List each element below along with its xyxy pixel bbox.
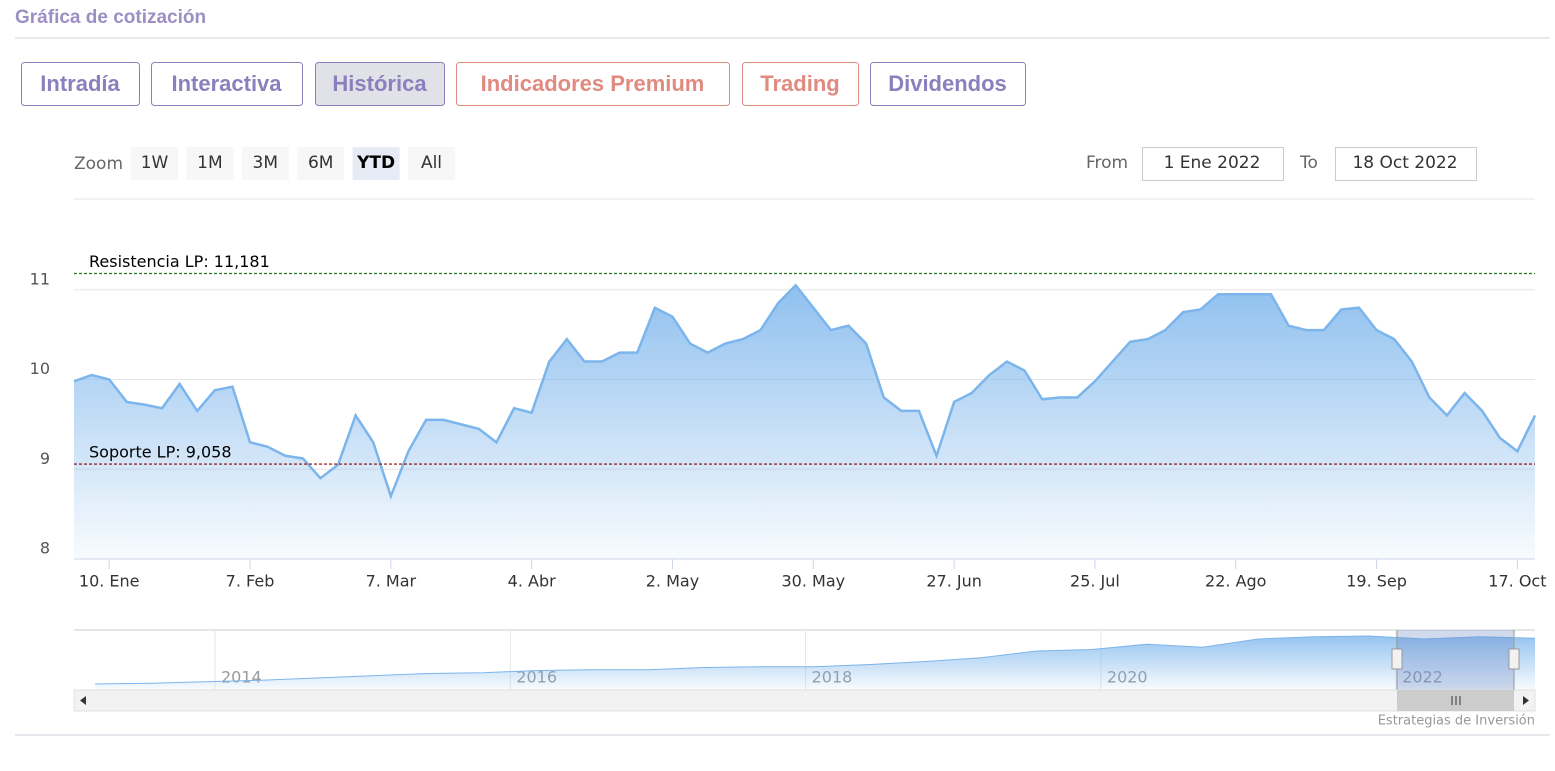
to-label: To xyxy=(1299,153,1318,173)
zoom-button-label: 6M xyxy=(308,153,333,173)
zoom-button-label: YTD xyxy=(356,153,395,173)
x-tick-label: 30. May xyxy=(781,572,845,591)
zoom-label: Zoom xyxy=(74,154,123,174)
area xyxy=(74,285,1535,559)
y-tick-label: 10 xyxy=(30,359,50,378)
zoom-button[interactable] xyxy=(408,147,455,180)
zoom-button-label: 1W xyxy=(141,153,169,173)
scrollbar-arrow[interactable] xyxy=(80,696,86,705)
credits: Estrategias de Inversión xyxy=(1378,714,1535,729)
date-input[interactable] xyxy=(1335,147,1477,181)
tab-button[interactable] xyxy=(870,62,1026,106)
x-tick-label: 2. May xyxy=(646,572,699,591)
zoom-button[interactable] xyxy=(131,147,178,180)
zoom-button[interactable] xyxy=(352,147,400,180)
tab-label: Intradía xyxy=(40,71,120,96)
tab-button[interactable] xyxy=(21,62,140,106)
x-tick-label: 7. Feb xyxy=(226,572,275,591)
x-tick-label: 25. Jul xyxy=(1070,572,1120,591)
y-tick-label: 11 xyxy=(30,269,50,288)
x-tick-label: 7. Mar xyxy=(366,572,417,591)
x-tick-label: 17. Oct xyxy=(1488,572,1546,591)
navigator-selection xyxy=(1397,630,1514,690)
zoom-button[interactable] xyxy=(186,147,234,180)
navigator-handle[interactable] xyxy=(1508,648,1520,670)
date-input-value: 18 Oct 2022 xyxy=(1352,153,1457,173)
tab-label: Histórica xyxy=(332,71,427,96)
zoom-button[interactable] xyxy=(297,147,345,180)
plot-line-label: Resistencia LP: 11,181 xyxy=(89,252,270,271)
zoom-button-label: All xyxy=(421,153,442,173)
x-tick-label: 19. Sep xyxy=(1346,572,1407,591)
x-tick-label: 27. Jun xyxy=(926,572,982,591)
zoom-button-label: 3M xyxy=(253,153,278,173)
zoom-button-label: 1M xyxy=(197,153,222,173)
scrollbar-grip xyxy=(1451,696,1461,705)
tab-button[interactable] xyxy=(315,62,445,106)
tab-button[interactable] xyxy=(456,62,730,106)
navigator-handle[interactable] xyxy=(1391,648,1403,670)
tab-label: Indicadores Premium xyxy=(481,71,705,96)
tab-label: Interactiva xyxy=(171,71,282,96)
date-input[interactable] xyxy=(1142,147,1284,181)
scrollbar-arrow[interactable] xyxy=(1523,696,1529,705)
tab-label: Dividendos xyxy=(888,71,1007,96)
plot-line-label: Soporte LP: 9,058 xyxy=(89,443,232,462)
y-tick-label: 9 xyxy=(40,449,50,468)
zoom-button[interactable] xyxy=(241,147,289,180)
scrollbar-track xyxy=(73,689,1536,712)
navigator-area xyxy=(95,636,1535,690)
x-tick-label: 4. Abr xyxy=(508,572,556,591)
x-tick-label: 22. Ago xyxy=(1205,572,1266,591)
x-tick-label: 10. Ene xyxy=(79,572,140,591)
y-tick-label: 8 xyxy=(40,539,50,558)
tab-button[interactable] xyxy=(742,62,859,106)
from-label: From xyxy=(1086,153,1128,173)
tab-button[interactable] xyxy=(151,62,303,106)
date-input-value: 1 Ene 2022 xyxy=(1164,153,1261,173)
line xyxy=(73,283,1537,500)
tab-label: Trading xyxy=(760,71,839,96)
navigator-line xyxy=(94,635,1536,685)
page-title: Gráfica de cotización xyxy=(15,7,206,28)
